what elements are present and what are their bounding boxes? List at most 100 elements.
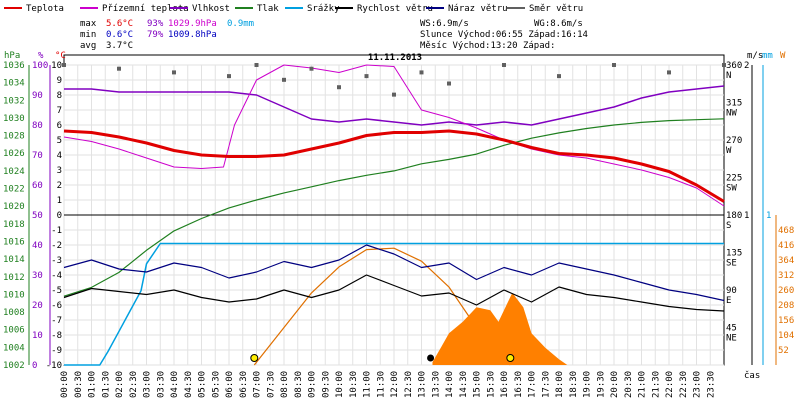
x-tick-label: 17:30	[541, 371, 551, 398]
dir-sub-label: N	[726, 71, 731, 81]
x-tick-label: 05:30	[211, 371, 221, 398]
x-tick-label: 23:30	[706, 371, 716, 398]
grid	[63, 64, 724, 366]
dir-tick-label: 270	[726, 136, 742, 146]
legend-label: Náraz větru	[448, 4, 508, 14]
temp-tick-label: -10	[46, 361, 62, 371]
x-tick-label: 14:00	[445, 371, 455, 398]
x-tick-label: 01:30	[101, 371, 111, 398]
hpa-tick-label: 1018	[3, 220, 25, 230]
hpa-tick-label: 1032	[3, 96, 25, 106]
hum-tick-label: 30	[32, 271, 43, 281]
stat-avg-label: avg	[80, 41, 96, 51]
x-tick-label: 18:00	[555, 371, 565, 398]
stat-max-hum: 93%	[147, 19, 164, 29]
x-tick-label: 15:00	[473, 371, 483, 398]
x-tick-label: 16:00	[500, 371, 510, 398]
x-tick-label: 08:30	[294, 371, 304, 398]
x-tick-label: 20:00	[610, 371, 620, 398]
hpa-tick-label: 1030	[3, 114, 25, 124]
wind-direction-point	[117, 66, 121, 71]
dir-sub-label: S	[726, 221, 731, 231]
legend-label: Tlak	[257, 4, 279, 14]
hum-tick-label: 60	[32, 181, 43, 191]
wind-gust-line	[63, 244, 725, 302]
humidity-line	[64, 85, 725, 126]
ground-temperature-line	[63, 64, 725, 207]
legend-label: Směr větru	[529, 4, 583, 14]
wind-direction-point	[722, 63, 726, 67]
hpa-tick-label: 1002	[3, 361, 25, 371]
dir-tick-label: 135	[726, 249, 742, 259]
wind-tick-label: 2	[744, 61, 749, 71]
temp-tick-label: 4	[57, 151, 62, 161]
stat-wg: WG:8.6m/s	[534, 19, 583, 29]
temp-tick-label: 7	[57, 106, 62, 116]
x-tick-label: 04:30	[184, 371, 194, 398]
x-tick-label: 16:30	[514, 371, 524, 398]
wind-direction-point	[309, 66, 314, 71]
temp-tick-label: 10	[51, 61, 62, 71]
temp-tick-label: 5	[57, 136, 62, 146]
hpa-tick-label: 1024	[3, 167, 25, 177]
x-tick-label: 12:30	[404, 371, 414, 398]
wind-direction-point	[392, 92, 396, 97]
dir-sub-label: NW	[726, 109, 737, 119]
x-tick-label: 03:30	[156, 371, 166, 398]
x-tick-label: 17:00	[528, 371, 538, 398]
temp-tick-label: -6	[51, 301, 62, 311]
dir-sub-label: SE	[726, 259, 737, 269]
x-tick-label: 02:30	[129, 371, 139, 398]
x-tick-label: 08:00	[280, 371, 290, 398]
x-tick-label: 18:30	[569, 371, 579, 398]
stat-max-label: max	[80, 19, 97, 29]
dir-sub-label: SW	[726, 184, 737, 194]
x-tick-label: 04:00	[170, 371, 180, 398]
wind-direction-point	[282, 77, 286, 82]
legend-label: Vlhkost	[192, 4, 230, 14]
wind-direction-point	[667, 70, 671, 75]
legend: Teplota Přízemní teplota Vlhkost Tlak Srážky…	[4, 4, 583, 14]
stats-block: max 5.6°C 93% 1029.9hPa 0.9mm min 0.6°C …	[80, 19, 588, 51]
x-tick-label: 00:00	[60, 371, 70, 398]
x-axis-label: čas	[744, 370, 760, 381]
x-tick-label: 06:00	[225, 371, 235, 398]
legend-label: Rychlost větru	[357, 4, 433, 14]
temp-tick-label: 0	[57, 211, 62, 221]
axes: hPa1036103410321030102810261024102210201…	[3, 51, 794, 398]
solar-tick-label: 156	[778, 316, 794, 326]
temp-tick-label: -3	[51, 256, 62, 266]
sunrise-sunset-marker	[506, 354, 515, 362]
x-tick-label: 21:30	[651, 371, 661, 398]
hum-tick-label: 40	[32, 241, 43, 251]
dir-sub-label: W	[726, 146, 732, 156]
stat-max-rain: 0.9mm	[227, 19, 254, 29]
chart-title: 11.11.2013	[368, 53, 422, 63]
x-tick-label: 19:00	[583, 371, 593, 398]
x-tick-label: 09:30	[321, 371, 331, 398]
x-tick-label: 23:00	[693, 371, 703, 398]
x-tick-label: 12:00	[390, 371, 400, 398]
dir-tick-label: 360	[726, 61, 742, 71]
x-tick-label: 13:30	[431, 371, 441, 398]
x-tick-label: 11:00	[363, 371, 373, 398]
wind-direction-point	[172, 70, 176, 75]
temp-tick-label: 9	[57, 76, 62, 86]
solar-tick-label: 208	[778, 301, 794, 311]
hpa-tick-label: 1028	[3, 132, 25, 142]
hpa-tick-label: 1036	[3, 61, 25, 71]
sunrise-sunset-marker	[250, 354, 259, 362]
hpa-tick-label: 1034	[3, 79, 25, 89]
x-tick-label: 10:00	[335, 371, 345, 398]
hpa-tick-label: 1022	[3, 185, 25, 195]
solar-tick-label: 52	[778, 346, 789, 356]
legend-label: Srážky	[307, 4, 340, 14]
x-tick-label: 07:30	[266, 371, 276, 398]
x-tick-label: 01:00	[88, 371, 98, 398]
hum-axis-label: %	[38, 51, 44, 61]
wind-axis-label: m/s	[747, 51, 763, 61]
x-tick-label: 00:30	[74, 371, 84, 398]
solar-tick-label: 260	[778, 286, 794, 296]
x-tick-label: 03:00	[143, 371, 153, 398]
